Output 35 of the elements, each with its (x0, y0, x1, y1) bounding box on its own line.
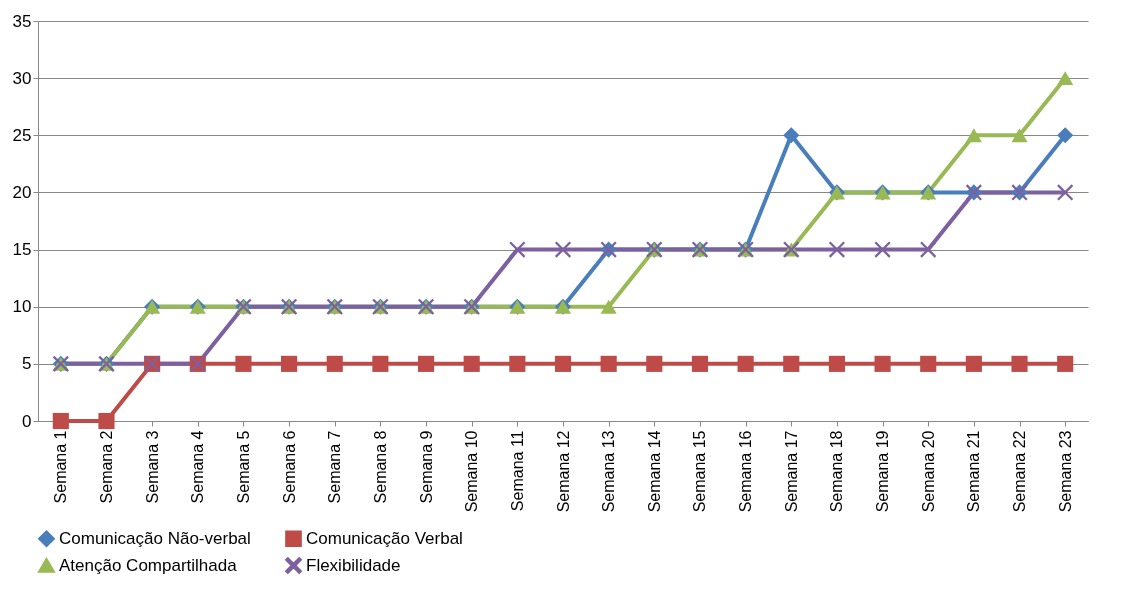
x-tick-label: Semana 23 (1056, 430, 1074, 513)
x-tick-label: Semana 16 (737, 430, 755, 513)
x-tick-label: Semana 5 (234, 430, 252, 504)
legend-label: Comunicação Verbal (306, 528, 463, 548)
x-tick-label: Semana 8 (371, 430, 389, 504)
x-tick-label: Semana 18 (828, 430, 846, 513)
y-tick-label: 25 (12, 125, 32, 145)
legend-label: Flexibilidade (306, 555, 401, 575)
y-tick-label: 10 (12, 297, 32, 317)
x-tick-label: Semana 4 (189, 430, 207, 504)
x-tick-label: Semana 6 (280, 430, 298, 504)
x-tick-label: Semana 21 (965, 430, 983, 513)
legend-label: Atenção Compartilhada (59, 555, 238, 575)
legend-label: Comunicação Não-verbal (59, 528, 251, 548)
x-tick-label: Semana 10 (463, 430, 481, 513)
x-tick-label: Semana 3 (143, 430, 161, 504)
x-tick-label: Semana 2 (97, 430, 115, 504)
y-tick-label: 5 (22, 354, 32, 374)
x-tick-label: Semana 1 (52, 430, 70, 504)
y-tick-label: 30 (12, 68, 32, 88)
x-tick-label: Semana 19 (874, 430, 892, 513)
x-tick-label: Semana 13 (600, 430, 618, 513)
y-tick-label: 15 (12, 240, 32, 260)
x-tick-label: Semana 7 (326, 430, 344, 504)
x-tick-label: Semana 15 (691, 430, 709, 513)
y-tick-label: 35 (12, 11, 32, 31)
y-tick-label: 20 (12, 182, 32, 202)
x-tick-label: Semana 14 (645, 430, 663, 513)
x-tick-label: Semana 12 (554, 430, 572, 513)
x-tick-label: Semana 9 (417, 430, 435, 504)
x-tick-label: Semana 11 (508, 430, 526, 512)
y-tick-label: 0 (22, 411, 32, 431)
x-tick-label: Semana 17 (782, 430, 800, 513)
x-tick-label: Semana 20 (919, 430, 937, 513)
x-tick-label: Semana 22 (1011, 430, 1029, 513)
